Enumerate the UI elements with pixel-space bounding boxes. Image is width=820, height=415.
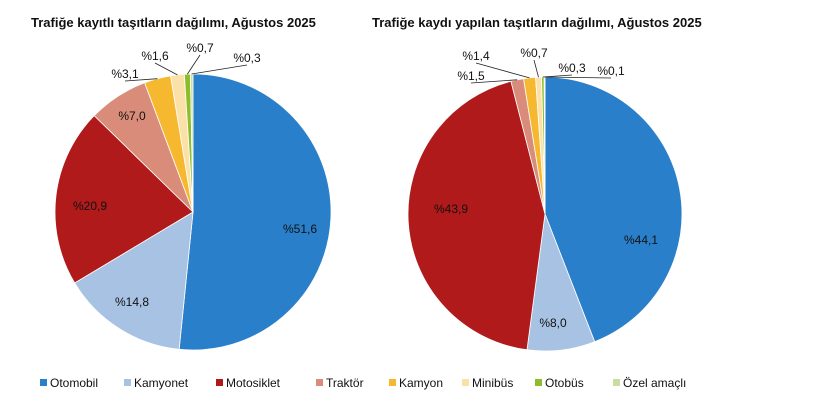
data-label: %1,4: [462, 49, 490, 63]
data-label: %0,7: [520, 46, 548, 60]
data-label: %0,7: [186, 41, 214, 55]
pie-newly-registered: %44,1 %8,0 %43,9 %1,5 %1,4 %0,7 %0,3 %0,1: [407, 46, 683, 352]
chart-title-newly-registered: Trafiğe kaydı yapılan taşıtların dağılım…: [372, 15, 702, 30]
data-label: %3,1: [111, 67, 139, 81]
label-leader-line: [544, 76, 612, 79]
label-leader-line: [191, 64, 248, 75]
legend-swatch: [613, 379, 620, 386]
data-label: %43,9: [434, 202, 468, 216]
data-label: %0,1: [597, 64, 625, 78]
label-leader-line: [124, 78, 158, 82]
label-leader-line: [470, 79, 518, 84]
pie-registered: %51,6 %14,8 %20,9 %7,0 %3,1%1,6 %0,7 %0,3: [54, 41, 332, 351]
data-label: %8,0: [539, 316, 567, 330]
legend-label: Kamyon: [399, 376, 443, 390]
pie-slice-motosiklet: [407, 80, 546, 351]
legend-label: Minibüs: [472, 376, 513, 390]
data-label: %44,1: [624, 233, 658, 247]
data-label: %1,6: [141, 49, 169, 63]
legend-label: Otomobil: [50, 376, 98, 390]
legend-label: Motosiklet: [226, 376, 281, 390]
label-leader-line: [533, 59, 539, 78]
data-label: %0,3: [233, 51, 261, 65]
legend-swatch: [535, 379, 542, 386]
legend-label: Kamyonet: [134, 376, 189, 390]
data-label: %0,3: [558, 61, 586, 75]
legend-swatch: [124, 379, 131, 386]
pie-slice-kamyonet: [74, 211, 194, 350]
data-label: %20,9: [73, 199, 107, 213]
legend-label: Özel amaçlı: [623, 376, 686, 390]
pie-slice-motosiklet: [54, 115, 194, 284]
chart-title-registered: Trafiğe kayıtlı taşıtların dağılımı, Ağu…: [31, 15, 316, 30]
legend-label: Otobüs: [545, 376, 584, 390]
data-label: %1,5: [457, 69, 485, 83]
data-label: %51,6: [283, 222, 317, 236]
pie-slice-otomobil: [544, 76, 683, 343]
legend-swatch: [316, 379, 323, 386]
data-label: %14,8: [115, 295, 149, 309]
pie-slice-otomobil: [178, 73, 332, 351]
label-leader-line: [187, 54, 201, 75]
label-leader-line: [475, 62, 530, 79]
label-leader-line: [154, 62, 178, 76]
data-label: %7,0: [118, 109, 146, 123]
legend-swatch: [462, 379, 469, 386]
legend-swatch: [389, 379, 396, 386]
legend: Otomobil Kamyonet Motosiklet Traktör Kamyon M…: [40, 376, 686, 390]
legend-swatch: [40, 379, 47, 386]
legend-label: Traktör: [326, 376, 364, 390]
legend-swatch: [216, 379, 223, 386]
